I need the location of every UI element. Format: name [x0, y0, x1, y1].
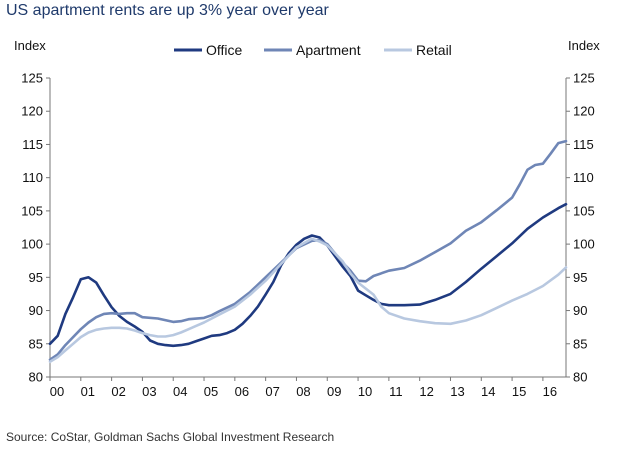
- y-tick-label-left: 100: [21, 237, 43, 252]
- x-tick-label: 09: [327, 384, 341, 399]
- legend-label-office: Office: [206, 42, 243, 58]
- y-tick-label-left: 115: [22, 137, 43, 152]
- x-tick-label: 10: [358, 384, 372, 399]
- line-chart: Index Index Office Apartment Retail 80 80 85…: [14, 38, 600, 400]
- series-line-retail: [48, 237, 568, 363]
- y-tick-label-right: 120: [573, 104, 595, 119]
- x-tick-label: 01: [81, 384, 95, 399]
- series-line-office: [48, 202, 568, 348]
- series-lines: [48, 139, 568, 363]
- y-tick-label-left: 85: [29, 336, 43, 351]
- y-tick-label-left: 90: [29, 303, 43, 318]
- y-tick-label-right: 125: [573, 71, 595, 86]
- x-tick-label: 12: [419, 384, 433, 399]
- y-tick-label-left: 80: [29, 370, 43, 385]
- y-axis-title-right: Index: [568, 38, 600, 53]
- x-tick-label: 13: [450, 384, 464, 399]
- series-line-apartment: [48, 139, 568, 361]
- legend-label-apartment: Apartment: [296, 42, 361, 58]
- x-tick-label: 02: [111, 384, 125, 399]
- chart-title: US apartment rents are up 3% year over y…: [6, 2, 329, 19]
- x-tick-label: 06: [235, 384, 249, 399]
- y-tick-label-right: 80: [573, 370, 587, 385]
- y-tick-label-right: 90: [573, 303, 587, 318]
- x-tick-label: 04: [173, 384, 187, 399]
- y-tick-label-right: 85: [573, 336, 587, 351]
- y-tick-label-right: 95: [573, 270, 587, 285]
- legend: Office Apartment Retail: [174, 42, 452, 58]
- y-tick-label-left: 105: [21, 203, 43, 218]
- x-tick-label: 11: [389, 384, 403, 399]
- source-note: Source: CoStar, Goldman Sachs Global Inv…: [6, 430, 335, 444]
- x-tick-label: 08: [296, 384, 310, 399]
- legend-label-retail: Retail: [416, 42, 452, 58]
- y-tick-label-left: 95: [29, 270, 43, 285]
- x-tick-label: 15: [512, 384, 526, 399]
- y-axis-title-left: Index: [14, 38, 46, 53]
- x-tick-label: 05: [204, 384, 218, 399]
- y-tick-label-right: 115: [573, 137, 594, 152]
- x-tick-label: 07: [265, 384, 279, 399]
- y-tick-label-left: 110: [22, 170, 43, 185]
- y-tick-label-right: 105: [573, 203, 595, 218]
- y-tick-label-right: 100: [573, 237, 595, 252]
- x-tick-label: 00: [50, 384, 64, 399]
- y-tick-label-left: 125: [21, 71, 43, 86]
- y-tick-label-left: 120: [21, 104, 43, 119]
- y-tick-label-right: 110: [573, 170, 594, 185]
- x-tick-label: 14: [481, 384, 495, 399]
- x-tick-label: 03: [142, 384, 156, 399]
- x-tick-label: 16: [543, 384, 557, 399]
